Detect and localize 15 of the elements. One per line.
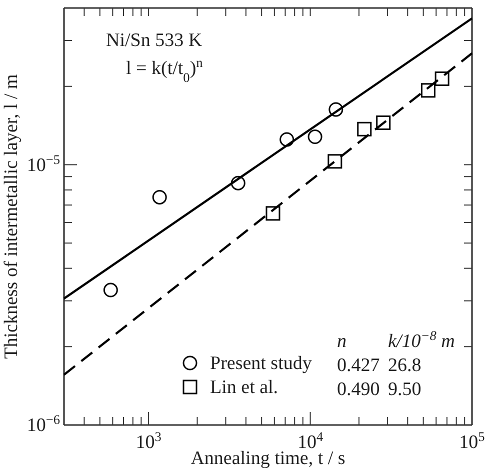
annotation: 0.490 [337,379,380,400]
annotation: 26.8 [388,355,422,376]
legend-label: Lin et al. [210,377,278,398]
x-tick-label: 10$^{5}$ [459,428,486,453]
x-tick-label: 10$^{3}$ [136,428,162,453]
legend-label: Present study [210,353,312,374]
annotation: 9.50 [388,379,422,400]
annotation: 0.427 [337,355,380,376]
y-axis-title: Thickness of intermetallic layer, l / m [1,74,22,359]
y-tick-label: 10$^{−5}$ [26,151,60,176]
annotation: n [337,331,346,352]
annotation: Ni/Sn 533 K [106,30,202,51]
y-tick-label: 10$^{−6}$ [26,412,60,436]
annotation: k/10$^{−8}$ m [388,328,455,352]
annotation: l = k(t/t$_{0}$)$^{n}$ [126,54,204,84]
